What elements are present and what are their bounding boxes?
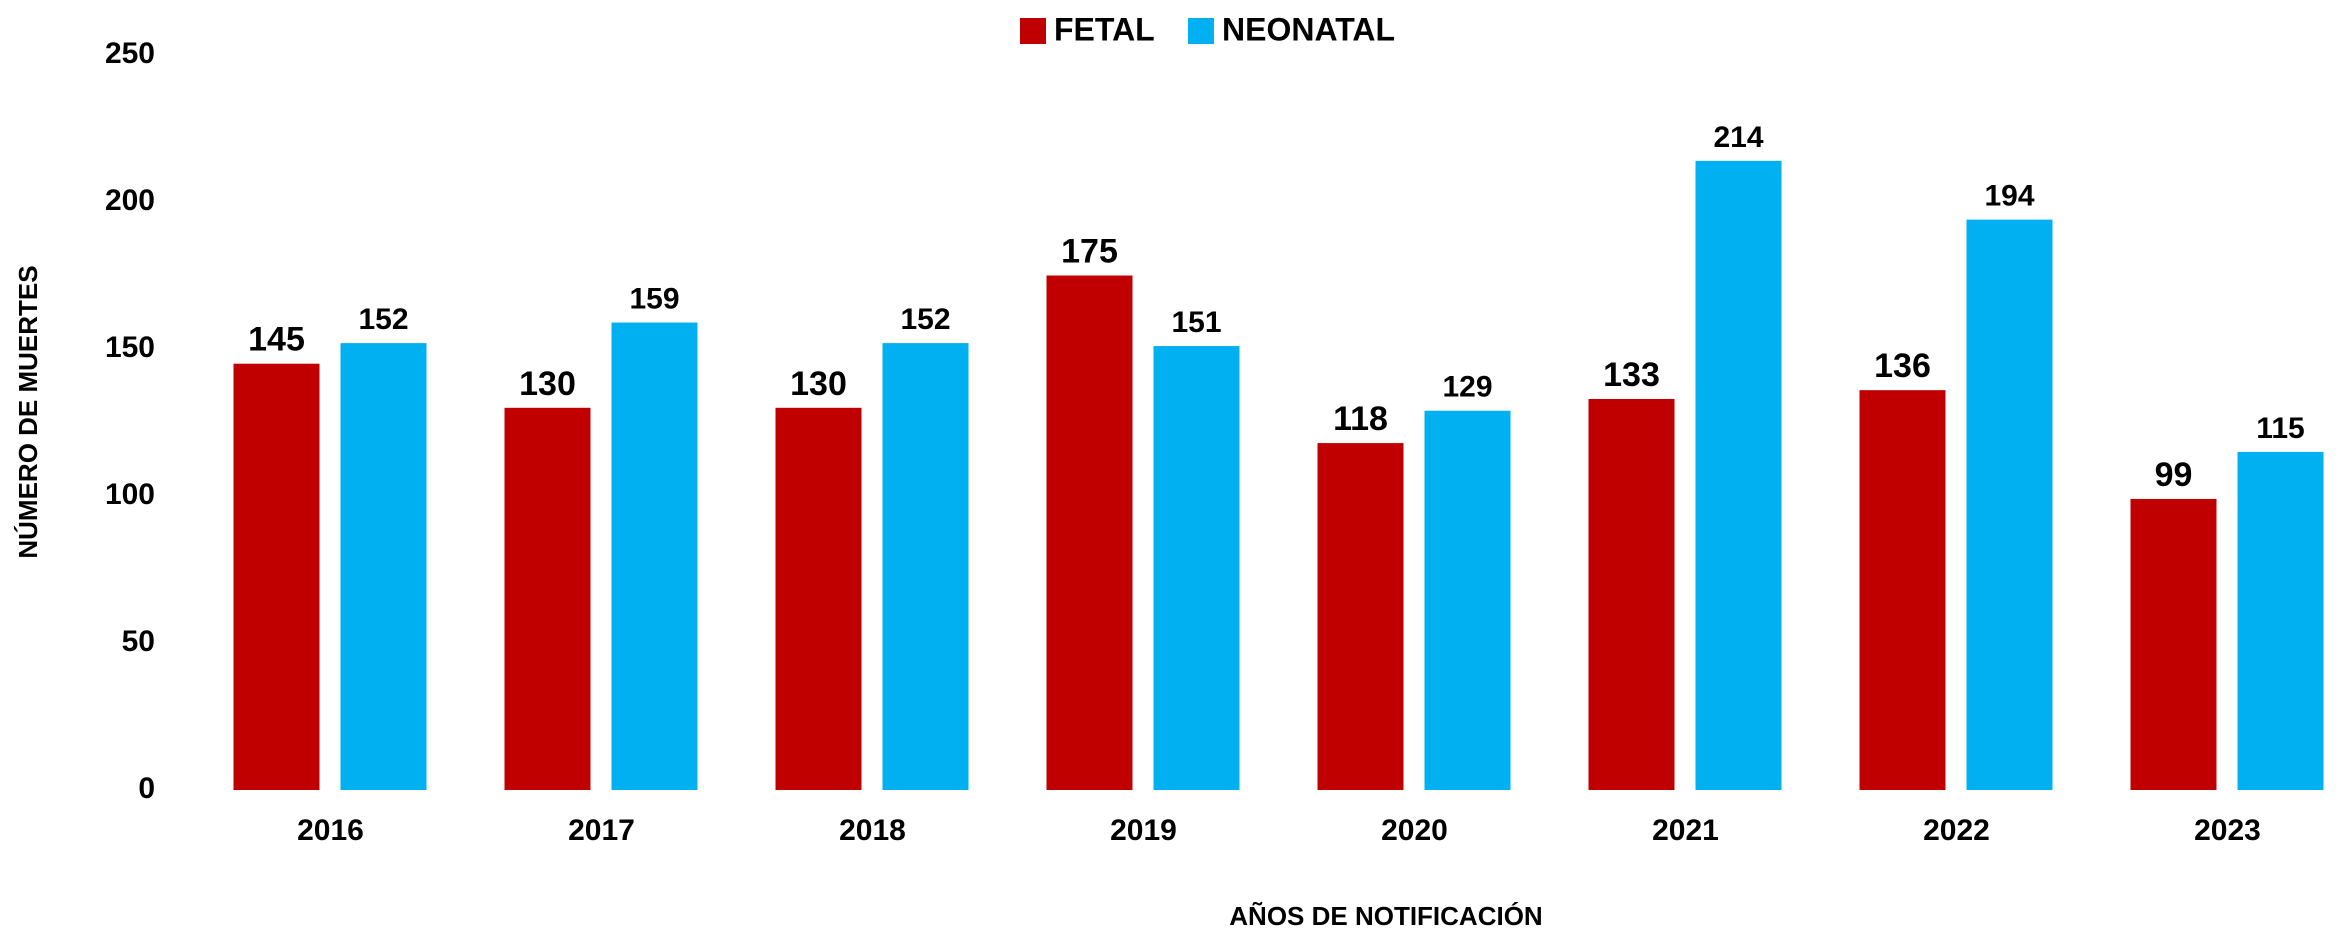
bar [1966,219,2053,790]
legend-swatch [1188,18,1214,44]
legend-label: NEONATAL [1222,11,1395,47]
bar [611,322,698,790]
x-tick-label: 2020 [1381,814,1448,847]
y-tick-label: 50 [122,625,155,658]
x-tick-label: 2022 [1923,814,1990,847]
bar [1695,160,1782,791]
x-tick-label: 2016 [297,814,364,847]
y-tick-label: 100 [105,478,155,511]
value-label: 194 [1984,180,2034,213]
value-label: 136 [1874,347,1931,385]
y-tick-label: 150 [105,331,155,364]
bar [1859,390,1946,790]
value-label: 99 [2155,456,2193,494]
value-label: 145 [248,321,305,359]
value-label: 133 [1603,356,1660,394]
x-tick-label: 2021 [1652,814,1719,847]
value-label: 159 [629,282,679,315]
x-tick-label: 2017 [568,814,635,847]
y-tick-label: 250 [105,37,155,70]
value-label: 118 [1333,400,1388,438]
value-label: 129 [1442,371,1492,404]
value-label: 130 [519,365,576,403]
bar [2237,451,2324,790]
value-label: 152 [900,303,950,336]
bar [882,343,969,790]
value-label: 152 [358,303,408,336]
y-tick-label: 0 [138,772,155,805]
bar [775,407,862,790]
bar [2130,498,2217,790]
y-tick-label: 200 [105,184,155,217]
bar [1046,275,1133,790]
legend-swatch [1020,18,1046,44]
x-tick-label: 2023 [2194,814,2261,847]
bar [504,407,591,790]
x-axis-title: AÑOS DE NOTIFICACIÓN [1229,901,1542,931]
x-tick-label: 2018 [839,814,906,847]
bar [1588,398,1675,790]
bar [1153,346,1240,790]
bar [1424,410,1511,790]
value-label: 175 [1061,232,1118,270]
bar [340,343,427,790]
value-label: 151 [1171,306,1221,339]
y-axis-title: NÚMERO DE MUERTES [13,265,43,558]
value-label: 130 [790,365,847,403]
bar [233,363,320,790]
x-tick-label: 2019 [1110,814,1177,847]
value-label: 214 [1713,121,1763,154]
value-label: 115 [2256,412,2304,445]
bar [1317,443,1404,790]
legend-label: FETAL [1054,11,1155,47]
